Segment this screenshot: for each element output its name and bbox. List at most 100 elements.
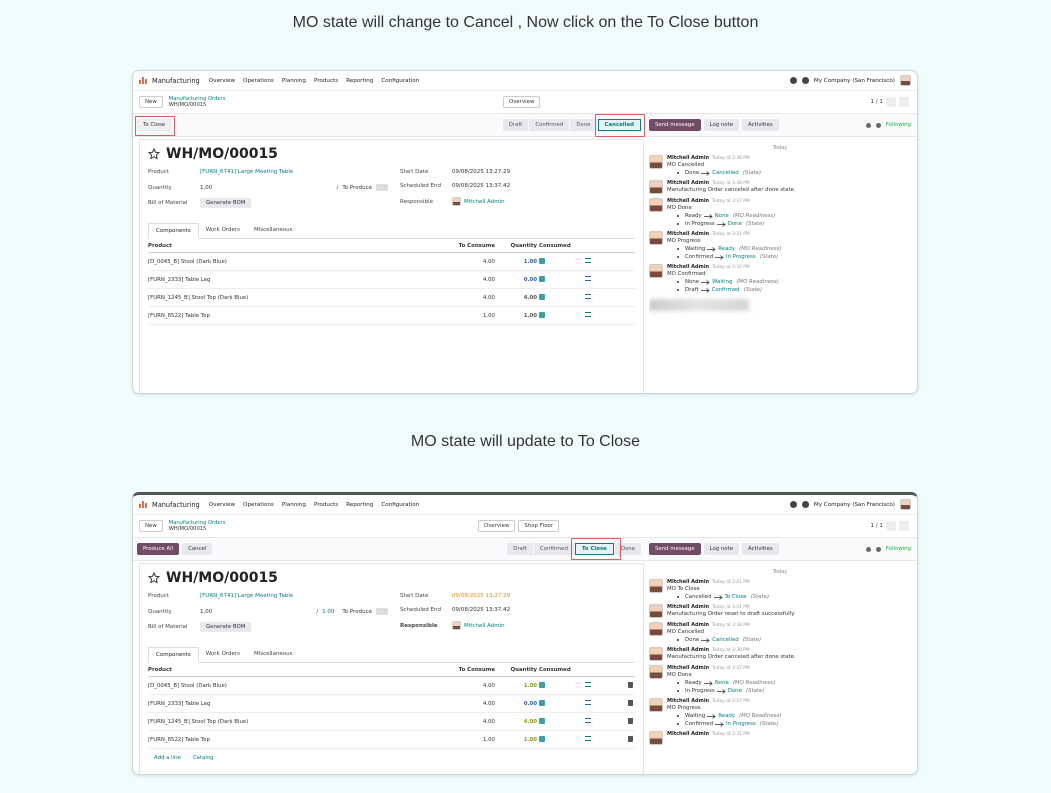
stage[interactable]: Draft bbox=[502, 119, 529, 131]
chat-icon[interactable] bbox=[789, 77, 797, 84]
clock-icon[interactable] bbox=[801, 77, 809, 84]
menu-item[interactable]: Overview bbox=[208, 77, 236, 84]
pager-next[interactable] bbox=[899, 97, 909, 107]
menu-item[interactable]: Products bbox=[313, 501, 339, 508]
field-value[interactable]: [FURN_6741] Large Meeting Table bbox=[200, 169, 294, 175]
menu-item[interactable]: Operations bbox=[243, 77, 274, 84]
user-avatar[interactable] bbox=[900, 75, 911, 86]
chatter-button[interactable]: Send message bbox=[649, 543, 701, 555]
row-product[interactable]: [FURN_8522] Table Top bbox=[148, 312, 210, 319]
attach-icon[interactable] bbox=[875, 546, 881, 552]
search-icon[interactable] bbox=[865, 546, 871, 552]
stage[interactable]: Draft bbox=[507, 543, 533, 555]
new-button[interactable]: New bbox=[139, 96, 163, 108]
detail-icon[interactable] bbox=[585, 258, 591, 263]
tab[interactable]: Components bbox=[148, 647, 199, 663]
chatter-button[interactable]: Send message bbox=[649, 119, 701, 131]
following[interactable]: Following bbox=[885, 546, 911, 552]
consumed-check[interactable] bbox=[539, 257, 545, 264]
row-product[interactable]: [D_0045_B] Stool (Dark Blue) bbox=[148, 258, 227, 265]
chatter-button[interactable]: Log note bbox=[703, 543, 740, 555]
stage[interactable]: Done bbox=[570, 119, 597, 131]
footer-link[interactable]: Add a line bbox=[154, 755, 181, 761]
consumed-check[interactable] bbox=[539, 717, 545, 724]
detail-icon[interactable] bbox=[585, 700, 591, 705]
footer-link[interactable]: Catalog bbox=[192, 755, 214, 761]
view-button[interactable]: Shop Floor bbox=[518, 520, 560, 532]
stage[interactable]: Cancelled bbox=[597, 119, 641, 131]
breadcrumb-parent[interactable]: Manufacturing Orders bbox=[168, 96, 226, 102]
action-button[interactable]: Cancel bbox=[182, 543, 213, 555]
pager-prev[interactable] bbox=[886, 97, 896, 107]
field-value[interactable]: [FURN_6741] Large Meeting Table bbox=[200, 593, 294, 599]
clock-icon[interactable] bbox=[801, 501, 809, 508]
app-name[interactable]: Manufacturing bbox=[152, 76, 200, 85]
chatter-button[interactable]: Activities bbox=[742, 119, 779, 131]
app-name[interactable]: Manufacturing bbox=[152, 500, 200, 509]
view-button[interactable]: Overview bbox=[478, 520, 516, 532]
consumed-check[interactable] bbox=[539, 699, 545, 706]
menu-item[interactable]: Reporting bbox=[346, 501, 374, 508]
pager-next[interactable] bbox=[899, 521, 909, 531]
tab[interactable]: Work Orders bbox=[205, 651, 240, 657]
menu-item[interactable]: Planning bbox=[281, 501, 306, 508]
generate-bom[interactable]: Generate BOM bbox=[200, 622, 252, 632]
new-button[interactable]: New bbox=[139, 520, 163, 532]
tab[interactable]: Work Orders bbox=[205, 227, 240, 233]
detail-icon[interactable] bbox=[585, 312, 591, 317]
row-product[interactable]: [FURN_1245_B] Stool Top (Dark Blue) bbox=[148, 294, 249, 301]
stage[interactable]: Confirmed bbox=[529, 119, 570, 131]
chatter-button[interactable]: Log note bbox=[703, 119, 740, 131]
row-product[interactable]: [FURN_2333] Table Leg bbox=[148, 700, 211, 707]
favorite-star[interactable] bbox=[148, 148, 160, 160]
menu-item[interactable]: Reporting bbox=[346, 77, 374, 84]
consumed-check[interactable] bbox=[539, 311, 545, 318]
stage[interactable]: To Close bbox=[574, 543, 614, 555]
menu-item[interactable]: Configuration bbox=[381, 501, 420, 508]
trash-icon[interactable] bbox=[628, 699, 633, 706]
tab[interactable]: Miscellaneous bbox=[253, 227, 293, 233]
view-button[interactable]: Overview bbox=[503, 96, 541, 108]
consumed-check[interactable] bbox=[539, 681, 545, 688]
column-header: Consumed bbox=[539, 666, 571, 673]
breadcrumb-parent[interactable]: Manufacturing Orders bbox=[168, 520, 226, 526]
tab[interactable]: Miscellaneous bbox=[253, 651, 293, 657]
stage[interactable]: Done bbox=[614, 543, 641, 555]
user-avatar[interactable] bbox=[900, 499, 911, 510]
trash-icon[interactable] bbox=[628, 735, 633, 742]
pager-prev[interactable] bbox=[886, 521, 896, 531]
chat-icon[interactable] bbox=[789, 501, 797, 508]
row-product[interactable]: [FURN_8522] Table Top bbox=[148, 736, 210, 743]
consumed-check[interactable] bbox=[539, 275, 545, 282]
trash-icon[interactable] bbox=[628, 681, 633, 688]
detail-icon[interactable] bbox=[585, 682, 591, 687]
menu-item[interactable]: Planning bbox=[281, 77, 306, 84]
trash-icon[interactable] bbox=[628, 717, 633, 724]
company[interactable]: My Company (San Francisco) bbox=[813, 501, 895, 508]
attach-icon[interactable] bbox=[875, 122, 881, 128]
tab[interactable]: Components bbox=[148, 223, 199, 239]
menu-item[interactable]: Products bbox=[313, 77, 339, 84]
consumed-check[interactable] bbox=[539, 735, 545, 742]
favorite-star[interactable] bbox=[148, 572, 160, 584]
menu-item[interactable]: Configuration bbox=[381, 77, 420, 84]
menu-item[interactable]: Operations bbox=[243, 501, 274, 508]
row-product[interactable]: [FURN_2333] Table Leg bbox=[148, 276, 211, 283]
action-button[interactable]: To Close bbox=[137, 119, 172, 131]
company[interactable]: My Company (San Francisco) bbox=[813, 77, 895, 84]
search-icon[interactable] bbox=[865, 122, 871, 128]
stage[interactable]: Confirmed bbox=[533, 543, 574, 555]
detail-icon[interactable] bbox=[585, 294, 591, 299]
detail-icon[interactable] bbox=[585, 736, 591, 741]
row-product[interactable]: [D_0045_B] Stool (Dark Blue) bbox=[148, 682, 227, 689]
detail-icon[interactable] bbox=[585, 276, 591, 281]
row-product[interactable]: [FURN_1245_B] Stool Top (Dark Blue) bbox=[148, 718, 249, 725]
following[interactable]: Following bbox=[885, 122, 911, 128]
generate-bom[interactable]: Generate BOM bbox=[200, 198, 252, 208]
menu-item[interactable]: Overview bbox=[208, 501, 236, 508]
action-button[interactable]: Produce All bbox=[137, 543, 180, 555]
consumed-check[interactable] bbox=[539, 293, 545, 300]
detail-icon[interactable] bbox=[585, 718, 591, 723]
chatter-button[interactable]: Activities bbox=[742, 543, 779, 555]
